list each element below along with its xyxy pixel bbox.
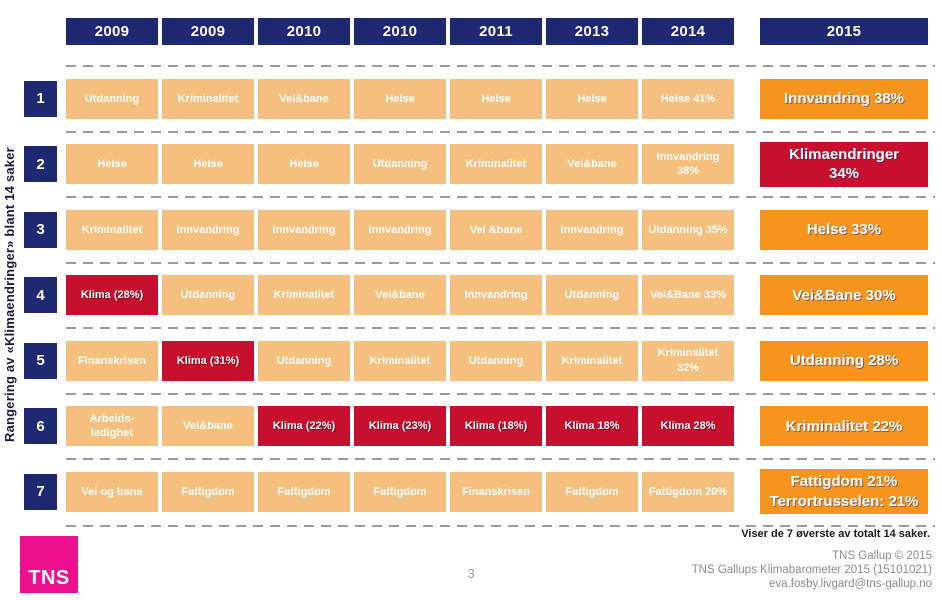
rank-badge: 6 — [24, 408, 57, 445]
ranking-row: 6 Arbeids- ledighet Vei&bane Klima (22%)… — [24, 392, 935, 460]
ranking-cell: Kriminalitet — [450, 144, 542, 185]
ranking-cell: Arbeids- ledighet — [66, 406, 158, 447]
ranking-cell: Vei&Bane 33% — [642, 275, 734, 316]
ranking-cell: Helse — [546, 78, 638, 119]
tns-logo: TNS — [20, 536, 78, 593]
ranking-cell: Klima (22%) — [258, 406, 350, 447]
footnote: Viser de 7 øverste av totalt 14 saker. — [741, 528, 930, 540]
ranking-cell: Fattigdom — [258, 471, 350, 512]
year-header-row: 2009 2009 2010 2010 2011 2013 2014 2015 — [66, 18, 928, 45]
ranking-grid: 1 Utdanning Kriminalitet Vei&bane Helse … — [24, 65, 935, 527]
ranking-cell: Utdanning — [354, 144, 446, 185]
ranking-cell: Helse 41% — [642, 78, 734, 119]
ranking-cell: Vei&bane — [162, 406, 254, 447]
rank-badge: 5 — [24, 342, 57, 379]
year-header: 2009 — [162, 18, 254, 45]
ranking-cell-2015: Innvandring 38% — [760, 78, 928, 119]
ranking-cell: Klima (28%) — [66, 275, 158, 316]
ranking-row: 4 Klima (28%) Utdanning Kriminalitet Vei… — [24, 261, 935, 329]
ranking-cell-2015: Fattigdom 21% Terrortrusselen: 21% — [760, 469, 928, 515]
ranking-cell: Vei&bane — [546, 144, 638, 185]
ranking-cell: Klima (31%) — [162, 340, 254, 381]
ranking-cell: Fattigdom — [546, 471, 638, 512]
ranking-cell-2015: Utdanning 28% — [760, 340, 928, 381]
rank-badge: 2 — [24, 146, 57, 183]
rank-badge: 3 — [24, 211, 57, 248]
ranking-cell: Kriminalitet — [66, 209, 158, 250]
credit-line: TNS Gallups Klimabarometer 2015 (1510102… — [691, 564, 932, 577]
ranking-cell: Innvandring — [162, 209, 254, 250]
ranking-cell: Utdanning — [66, 78, 158, 119]
ranking-cell: Innvandring 38% — [642, 144, 734, 185]
ranking-cell: Kriminalitet — [354, 340, 446, 381]
ranking-row: 3 Kriminalitet Innvandring Innvandring I… — [24, 196, 935, 263]
ranking-cell-2015: Klimaendringer 34% — [760, 141, 928, 187]
ranking-cell: Vei&bane — [258, 78, 350, 119]
ranking-cell: Helse — [258, 144, 350, 185]
year-header: 2009 — [66, 18, 158, 45]
year-header: 2010 — [354, 18, 446, 45]
ranking-cell: Kriminalitet — [162, 78, 254, 119]
ranking-cell: Kriminalitet 32% — [642, 340, 734, 381]
rank-badge: 4 — [24, 277, 57, 314]
ranking-cell-2015: Helse 33% — [760, 209, 928, 250]
ranking-cell: Innvandring — [354, 209, 446, 250]
ranking-cell: Klima (23%) — [354, 406, 446, 447]
rank-badge: 1 — [24, 80, 57, 117]
ranking-cell: Vei&bane — [354, 275, 446, 316]
credits: TNS Gallup © 2015 TNS Gallups Klimabarom… — [692, 549, 932, 591]
ranking-cell: Fattigdom 20% — [642, 471, 734, 512]
year-header-2015: 2015 — [760, 18, 928, 45]
ranking-cell-2015: Kriminalitet 22% — [760, 406, 928, 447]
ranking-cell: Innvandring — [546, 209, 638, 250]
ranking-cell: Klima (18%) — [450, 406, 542, 447]
ranking-cell: Fattigdom — [354, 471, 446, 512]
ranking-cell: Utdanning — [450, 340, 542, 381]
ranking-cell: Vei og bane — [66, 471, 158, 512]
credit-line: eva.fosby.livgard@tns-gallup.no — [769, 578, 932, 591]
ranking-cell: Utdanning — [546, 275, 638, 316]
ranking-cell: Vei &bane — [450, 209, 542, 250]
ranking-row: 1 Utdanning Kriminalitet Vei&bane Helse … — [24, 65, 935, 132]
ranking-cell: Klima 18% — [546, 406, 638, 447]
credit-line: TNS Gallup © 2015 — [832, 550, 932, 562]
ranking-cell: Helse — [162, 144, 254, 185]
year-header: 2010 — [258, 18, 350, 45]
ranking-cell: Innvandring — [258, 209, 350, 250]
ranking-cell: Helse — [354, 78, 446, 119]
ranking-cell: Klima 28% — [642, 406, 734, 447]
ranking-cell: Helse — [450, 78, 542, 119]
ranking-cell: Helse — [66, 144, 158, 185]
ranking-row: 7 Vei og bane Fattigdom Fattigdom Fattig… — [24, 458, 935, 525]
ranking-cell: Fattigdom — [162, 471, 254, 512]
ranking-cell: Kriminalitet — [546, 340, 638, 381]
ranking-cell: Innvandring — [450, 275, 542, 316]
rank-badge: 7 — [24, 473, 57, 510]
ranking-cell: Finanskrisen — [66, 340, 158, 381]
y-axis-label: Rangering av «Klimaendringer» blant 14 s… — [2, 147, 17, 443]
ranking-cell-2015: Vei&Bane 30% — [760, 275, 928, 316]
year-header: 2014 — [642, 18, 734, 45]
ranking-row: 5 Finanskrisen Klima (31%) Utdanning Kri… — [24, 327, 935, 394]
ranking-cell: Utdanning — [258, 340, 350, 381]
dashed-separator — [66, 524, 935, 527]
page-number: 3 — [467, 566, 475, 581]
ranking-row: 2 Helse Helse Helse Utdanning Kriminalit… — [24, 130, 935, 198]
ranking-cell: Utdanning — [162, 275, 254, 316]
year-header: 2011 — [450, 18, 542, 45]
ranking-cell: Kriminalitet — [258, 275, 350, 316]
ranking-cell: Utdanning 35% — [642, 209, 734, 250]
year-header: 2013 — [546, 18, 638, 45]
ranking-cell: Finanskrisen — [450, 471, 542, 512]
